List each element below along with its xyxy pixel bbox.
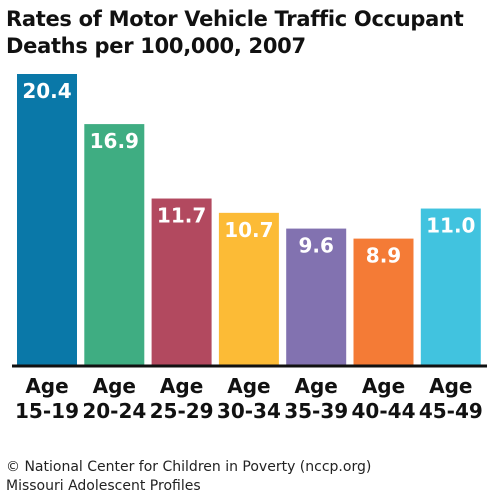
bar-value-label: 10.7 (224, 218, 273, 242)
bar-30-34 (218, 212, 279, 366)
bar-value-label: 11.7 (157, 204, 206, 228)
category-label-prefix: Age (93, 374, 136, 398)
category-label-prefix: Age (25, 374, 68, 398)
category-label-prefix: Age (160, 374, 203, 398)
category-label-range: 40-44 (352, 399, 416, 423)
bar-15-19 (17, 74, 77, 366)
category-label-range: 30-34 (217, 399, 281, 423)
footer: © National Center for Children in Povert… (6, 458, 371, 496)
category-label-prefix: Age (295, 374, 338, 398)
copyright-text: © National Center for Children in Povert… (6, 459, 372, 475)
chart-title: Rates of Motor Vehicle Traffic Occupant … (6, 6, 492, 60)
category-label-range: 45-49 (419, 399, 483, 423)
chart-title-line-1: Rates of Motor Vehicle Traffic Occupant (6, 7, 464, 31)
bar-45-49 (420, 208, 481, 366)
bar-40-44 (353, 238, 414, 366)
bar-25-29 (151, 198, 212, 366)
category-label-range: 25-29 (150, 399, 214, 423)
bar-value-label: 20.4 (22, 79, 71, 103)
bar-value-label: 8.9 (366, 244, 401, 268)
category-label-range: 20-24 (82, 399, 146, 423)
source-text: Missouri Adolescent Profiles (6, 478, 201, 494)
chart-title-line-2: Deaths per 100,000, 2007 (6, 34, 306, 58)
category-label-range: 35-39 (284, 399, 348, 423)
bar-value-label: 11.0 (426, 214, 475, 238)
category-label-prefix: Age (362, 374, 405, 398)
bar-value-label: 9.6 (298, 234, 333, 258)
category-labels-group: Age15-19Age20-24Age25-29Age30-34Age35-39… (15, 374, 483, 423)
bar-value-label: 16.9 (90, 129, 139, 153)
category-label-prefix: Age (429, 374, 472, 398)
bars-group: 20.4 16.9 11.7 10.7 9.6 8.9 11.0 (17, 74, 481, 366)
category-label-range: 15-19 (15, 399, 79, 423)
category-label-prefix: Age (227, 374, 270, 398)
bar-35-39 (286, 228, 347, 366)
bar-20-24 (84, 124, 145, 366)
